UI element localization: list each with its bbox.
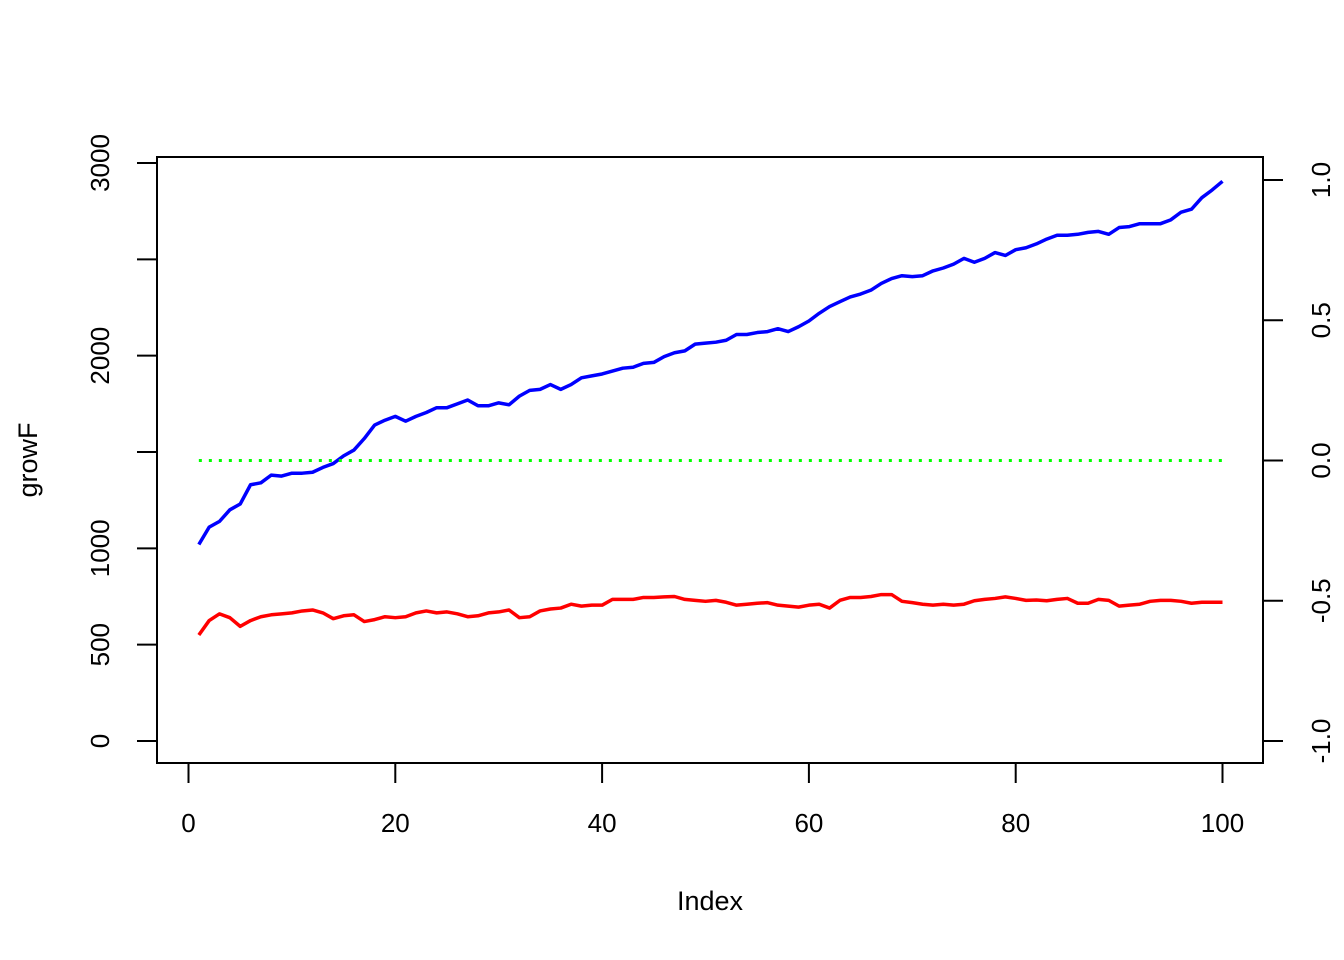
x-tick-label: 40 bbox=[588, 808, 617, 838]
x-tick-label: 100 bbox=[1201, 808, 1244, 838]
y-axis-label: growF bbox=[13, 422, 43, 497]
x-tick-label: 20 bbox=[381, 808, 410, 838]
x-tick-label: 60 bbox=[794, 808, 823, 838]
series-line-2 bbox=[197, 592, 1223, 637]
y2-tick-label: -1.0 bbox=[1306, 719, 1336, 764]
y2-tick-label: 1.0 bbox=[1306, 162, 1336, 198]
x-tick-label: 80 bbox=[1001, 808, 1030, 838]
x-axis-label: Index bbox=[677, 886, 744, 916]
x-axis: 0 20 40 60 80 100 bbox=[181, 762, 1244, 838]
x-tick-label: 0 bbox=[181, 808, 195, 838]
y2-tick-label: 0.5 bbox=[1306, 302, 1336, 338]
y-tick-label: 2000 bbox=[85, 327, 115, 385]
y2-tick-label: -0.5 bbox=[1306, 578, 1336, 623]
y-tick-label: 1000 bbox=[85, 519, 115, 577]
y-tick-label: 3000 bbox=[85, 134, 115, 192]
y-tick-label: 500 bbox=[85, 623, 115, 666]
y-tick-label: 0 bbox=[85, 734, 115, 748]
y-axis: 0 500 1000 2000 3000 bbox=[85, 134, 158, 748]
series-layer bbox=[197, 179, 1224, 637]
series-line-1 bbox=[197, 179, 1224, 546]
y2-axis: -1.0 -0.5 0.0 0.5 1.0 bbox=[1262, 162, 1336, 764]
y2-tick-label: 0.0 bbox=[1306, 442, 1336, 478]
